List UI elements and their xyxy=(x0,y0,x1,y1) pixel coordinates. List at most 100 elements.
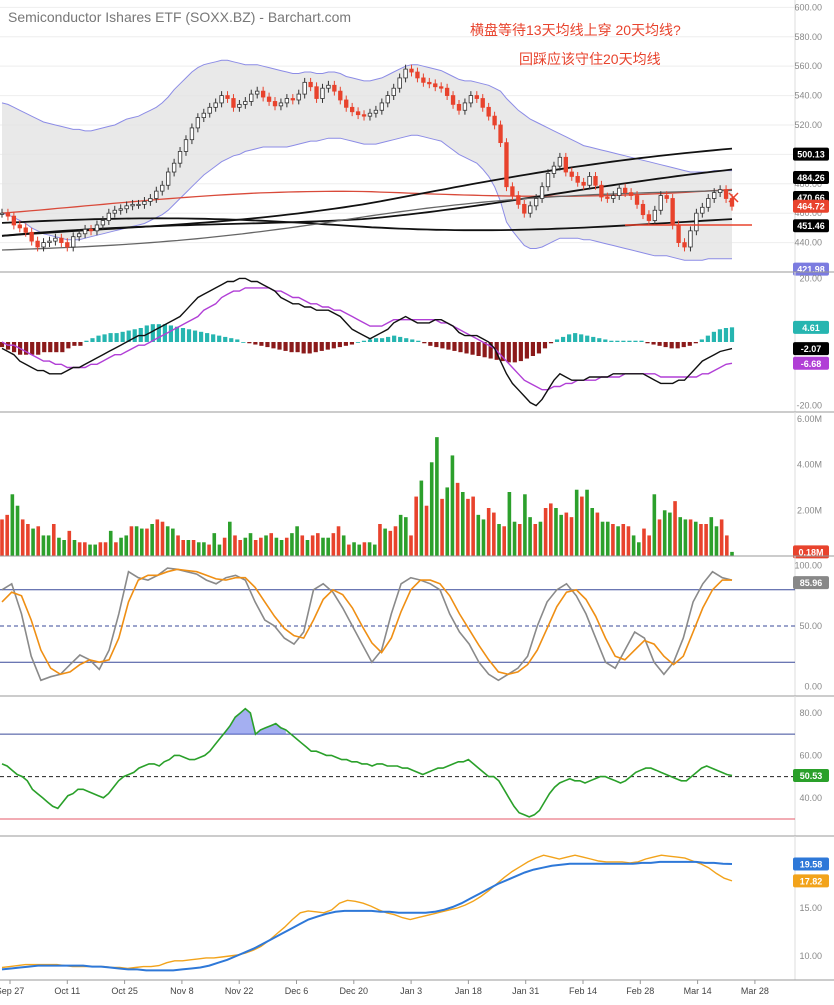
candle-body xyxy=(231,98,236,108)
candle-body xyxy=(444,87,450,96)
volume-bar xyxy=(725,535,729,556)
x-tick-label: Sep 27 xyxy=(0,986,24,996)
value-label-box xyxy=(793,874,829,888)
candle-body xyxy=(237,103,242,108)
candle-body xyxy=(528,205,533,214)
volume-bar xyxy=(67,530,72,556)
macd-histogram-bar xyxy=(645,342,650,344)
macd-histogram-bar xyxy=(223,336,228,342)
macd-histogram-bar xyxy=(681,342,686,348)
volume-bar xyxy=(202,542,206,556)
candle-body xyxy=(557,156,563,167)
x-tick-label: Jan 18 xyxy=(455,986,482,996)
volume-bar xyxy=(574,489,579,556)
volume-panel: 6.00M 4.00M 2.00M 0.18M xyxy=(0,412,834,559)
macd-histogram-bar xyxy=(699,339,704,342)
macd-histogram-bar xyxy=(621,340,626,342)
candle-body xyxy=(154,190,159,199)
x-axis: Sep 27 Oct 11 Oct 25 Nov 8 Nov 22 Dec 6 Dec 20… xyxy=(0,979,834,996)
macd-histogram-bar xyxy=(603,339,608,342)
candle-body xyxy=(581,181,586,186)
candle-body xyxy=(391,87,396,96)
candle-body xyxy=(71,236,76,248)
value-label: 17.82 xyxy=(800,876,823,886)
macd-signal-line xyxy=(1,287,733,391)
candle-body xyxy=(94,224,100,232)
candle-body xyxy=(142,201,147,205)
x-tick-label: Oct 25 xyxy=(111,986,138,996)
stochastic-line xyxy=(1,568,732,676)
y-tick-label: 10.00 xyxy=(799,951,822,961)
macd-histogram-bar xyxy=(404,338,409,342)
volume-bar xyxy=(98,542,103,556)
annotation-1: 横盘等待13天均线上穿 20天均线? xyxy=(470,22,681,38)
candle-body xyxy=(450,95,456,105)
candle-body xyxy=(694,212,699,232)
value-label-box xyxy=(793,171,829,185)
volume-bar xyxy=(657,519,662,556)
volume-bar xyxy=(714,526,719,556)
macd-histogram-bar xyxy=(482,342,487,358)
volume-bar xyxy=(512,521,517,556)
volume-bar xyxy=(46,535,51,556)
volume-bar xyxy=(642,528,646,556)
macd-histogram-bar xyxy=(446,342,451,350)
candle-body xyxy=(314,86,319,99)
candle-body xyxy=(106,212,111,221)
volume-bar xyxy=(124,535,129,556)
macd-histogram-bar xyxy=(464,342,469,354)
candle-body xyxy=(249,93,254,102)
macd-histogram-bar xyxy=(729,327,735,342)
macd-histogram-bar xyxy=(639,340,644,342)
candle-body xyxy=(0,212,5,215)
volume-bar xyxy=(372,544,377,556)
candle-body xyxy=(575,176,580,183)
macd-histogram-bar xyxy=(597,338,602,342)
candle-body xyxy=(82,228,88,235)
candle-body xyxy=(427,81,432,85)
macd-histogram-bar xyxy=(72,342,77,346)
volume-bar xyxy=(481,519,486,556)
macd-histogram-bar xyxy=(180,328,186,342)
candle-body xyxy=(723,189,729,199)
volume-bar xyxy=(652,494,657,556)
value-label-box xyxy=(793,219,829,233)
candle-body xyxy=(462,102,468,111)
x-tick-label: Dec 6 xyxy=(285,986,309,996)
macd-histogram-bar xyxy=(217,335,222,342)
value-label-box xyxy=(793,768,829,782)
candle-body xyxy=(706,198,711,208)
value-label: 19.58 xyxy=(800,860,823,870)
volume-bar xyxy=(538,521,543,556)
macd-histogram-bar xyxy=(379,338,385,342)
y-tick-label: 60.00 xyxy=(799,750,822,760)
y-tick-label: 15.00 xyxy=(799,903,822,913)
candle-body xyxy=(338,90,343,101)
volume-bar xyxy=(548,503,553,556)
macd-histogram-bar xyxy=(560,336,566,342)
volume-bar xyxy=(414,496,418,556)
candle-body xyxy=(652,209,658,221)
volume-bar xyxy=(637,542,641,556)
volume-bar xyxy=(647,535,651,556)
value-label-box xyxy=(793,545,829,559)
volume-bar xyxy=(284,537,289,556)
volume-bar xyxy=(207,544,211,556)
volume-bar xyxy=(543,508,548,556)
volume-bar xyxy=(326,537,330,556)
macd-histogram-bar xyxy=(66,342,71,349)
value-label-box xyxy=(793,320,829,334)
macd-histogram-bar xyxy=(657,342,662,346)
y-tick-label: 440.00 xyxy=(794,238,822,248)
candle-body xyxy=(415,71,420,79)
candle-body xyxy=(320,87,325,99)
annotation-2: 回踩应该守住20天均线 xyxy=(519,51,661,67)
candle-body xyxy=(623,187,628,194)
candle-body xyxy=(569,171,574,177)
candle-body xyxy=(35,240,40,248)
macd-histogram-bar xyxy=(253,342,258,345)
candle-body xyxy=(166,171,171,186)
volume-bar xyxy=(445,487,450,556)
volume-bar xyxy=(145,528,149,556)
candle-body xyxy=(284,98,290,104)
